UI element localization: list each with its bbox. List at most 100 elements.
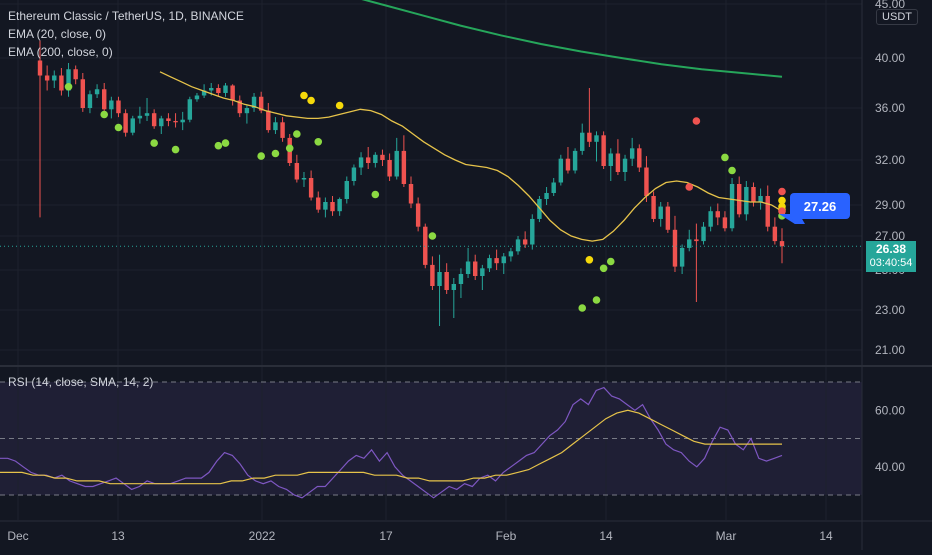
candle-body[interactable] — [472, 261, 478, 277]
candle-body[interactable] — [216, 88, 221, 93]
candle-body[interactable] — [351, 167, 357, 182]
candle-body[interactable] — [187, 99, 193, 120]
candle-body[interactable] — [601, 135, 606, 166]
signal-marker-green[interactable] — [599, 264, 608, 273]
signal-marker-green[interactable] — [728, 166, 736, 175]
currency-badge[interactable]: USDT — [876, 9, 918, 25]
signal-marker-green[interactable] — [293, 130, 301, 138]
signal-marker-yellow[interactable] — [307, 96, 315, 105]
candle-body[interactable] — [672, 229, 678, 267]
candle-body[interactable] — [615, 153, 621, 173]
candle-body[interactable] — [159, 118, 164, 127]
candle-body[interactable] — [465, 261, 471, 275]
candle-body[interactable] — [515, 239, 521, 252]
price-callout[interactable]: 27.26 — [790, 193, 850, 219]
candle-body[interactable] — [144, 113, 150, 116]
candle-body[interactable] — [423, 226, 428, 265]
candle-body[interactable] — [765, 196, 770, 227]
candle-body[interactable] — [401, 150, 407, 184]
candle-body[interactable] — [736, 184, 742, 215]
candle-body[interactable] — [715, 211, 721, 218]
candle-body[interactable] — [608, 153, 613, 167]
candle-body[interactable] — [729, 184, 735, 229]
candle-body[interactable] — [408, 184, 414, 204]
candle-body[interactable] — [580, 132, 585, 151]
candle-body[interactable] — [266, 110, 271, 131]
candle-body[interactable] — [323, 202, 328, 210]
signal-marker-green[interactable] — [221, 139, 230, 147]
rsi-legend[interactable]: RSI (14, close, SMA, 14, 2) — [8, 375, 154, 389]
signal-marker-green[interactable] — [721, 153, 729, 162]
candle-body[interactable] — [565, 158, 571, 171]
candle-body[interactable] — [94, 89, 100, 95]
signal-marker-green[interactable] — [100, 110, 109, 119]
candle-body[interactable] — [373, 154, 378, 163]
candle-body[interactable] — [337, 199, 342, 212]
candle-body[interactable] — [751, 187, 756, 202]
candle-body[interactable] — [73, 69, 78, 80]
candle-body[interactable] — [316, 197, 321, 210]
signal-marker-green[interactable] — [257, 152, 265, 160]
candle-body[interactable] — [451, 284, 457, 290]
candle-body[interactable] — [201, 90, 207, 96]
candle-body[interactable] — [679, 247, 685, 267]
candle-body[interactable] — [137, 115, 143, 119]
candle-body[interactable] — [665, 206, 671, 230]
candle-body[interactable] — [87, 94, 93, 108]
signal-marker-green[interactable] — [214, 141, 223, 150]
candle-body[interactable] — [587, 132, 592, 142]
candle-body[interactable] — [109, 100, 114, 110]
candle-body[interactable] — [722, 217, 728, 229]
signal-marker-green[interactable] — [371, 190, 380, 199]
candle-body[interactable] — [658, 206, 663, 219]
candle-body[interactable] — [294, 163, 300, 180]
signal-marker-green[interactable] — [114, 123, 123, 132]
candle-body[interactable] — [772, 226, 778, 242]
candle-body[interactable] — [444, 272, 449, 290]
candle-body[interactable] — [644, 167, 649, 197]
signal-marker-green[interactable] — [314, 138, 323, 146]
signal-marker-red[interactable] — [778, 207, 786, 215]
candle-body[interactable] — [173, 121, 178, 123]
signal-marker-green[interactable] — [64, 82, 73, 91]
signal-marker-yellow[interactable] — [300, 91, 308, 100]
candle-body[interactable] — [130, 118, 135, 133]
signal-marker-green[interactable] — [592, 296, 601, 304]
candle-body[interactable] — [530, 218, 535, 245]
candle-body[interactable] — [52, 75, 57, 81]
candle-body[interactable] — [273, 122, 278, 131]
candle-body[interactable] — [44, 75, 50, 81]
candle-body[interactable] — [594, 135, 599, 142]
candle-body[interactable] — [758, 196, 763, 202]
ema20-legend[interactable]: EMA (20, close, 0) — [8, 27, 107, 41]
candle-body[interactable] — [308, 178, 314, 198]
candle-body[interactable] — [508, 251, 514, 257]
candle-body[interactable] — [330, 202, 335, 212]
signal-marker-green[interactable] — [428, 232, 437, 240]
candle-body[interactable] — [637, 148, 642, 168]
candle-body[interactable] — [622, 158, 628, 172]
ema200-legend[interactable]: EMA (200, close, 0) — [8, 45, 113, 59]
candle-body[interactable] — [123, 113, 128, 133]
signal-marker-green[interactable] — [171, 145, 180, 154]
candle-body[interactable] — [116, 100, 121, 114]
candle-body[interactable] — [394, 150, 399, 177]
candle-body[interactable] — [501, 256, 506, 264]
signal-marker-green[interactable] — [271, 149, 280, 158]
candle-body[interactable] — [544, 193, 549, 199]
candle-body[interactable] — [365, 157, 371, 163]
candle-body[interactable] — [415, 203, 421, 227]
candle-body[interactable] — [209, 88, 214, 91]
candle-body[interactable] — [301, 178, 307, 180]
signal-marker-red[interactable] — [778, 187, 786, 196]
signal-marker-yellow[interactable] — [335, 101, 344, 110]
candle-body[interactable] — [223, 85, 228, 94]
candle-body[interactable] — [194, 95, 200, 100]
candle-body[interactable] — [779, 241, 785, 247]
candle-body[interactable] — [458, 274, 464, 284]
candle-body[interactable] — [244, 108, 250, 114]
candle-body[interactable] — [701, 226, 706, 242]
candle-body[interactable] — [37, 60, 43, 76]
